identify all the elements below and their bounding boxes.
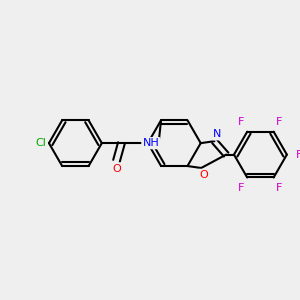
Text: NH: NH xyxy=(142,138,159,148)
Text: F: F xyxy=(276,183,283,193)
Text: O: O xyxy=(200,170,208,180)
Text: F: F xyxy=(296,150,300,160)
Text: F: F xyxy=(276,116,283,127)
Text: N: N xyxy=(213,129,221,139)
Text: O: O xyxy=(112,164,121,174)
Text: F: F xyxy=(238,116,244,127)
Text: F: F xyxy=(238,183,244,193)
Text: Cl: Cl xyxy=(36,138,46,148)
